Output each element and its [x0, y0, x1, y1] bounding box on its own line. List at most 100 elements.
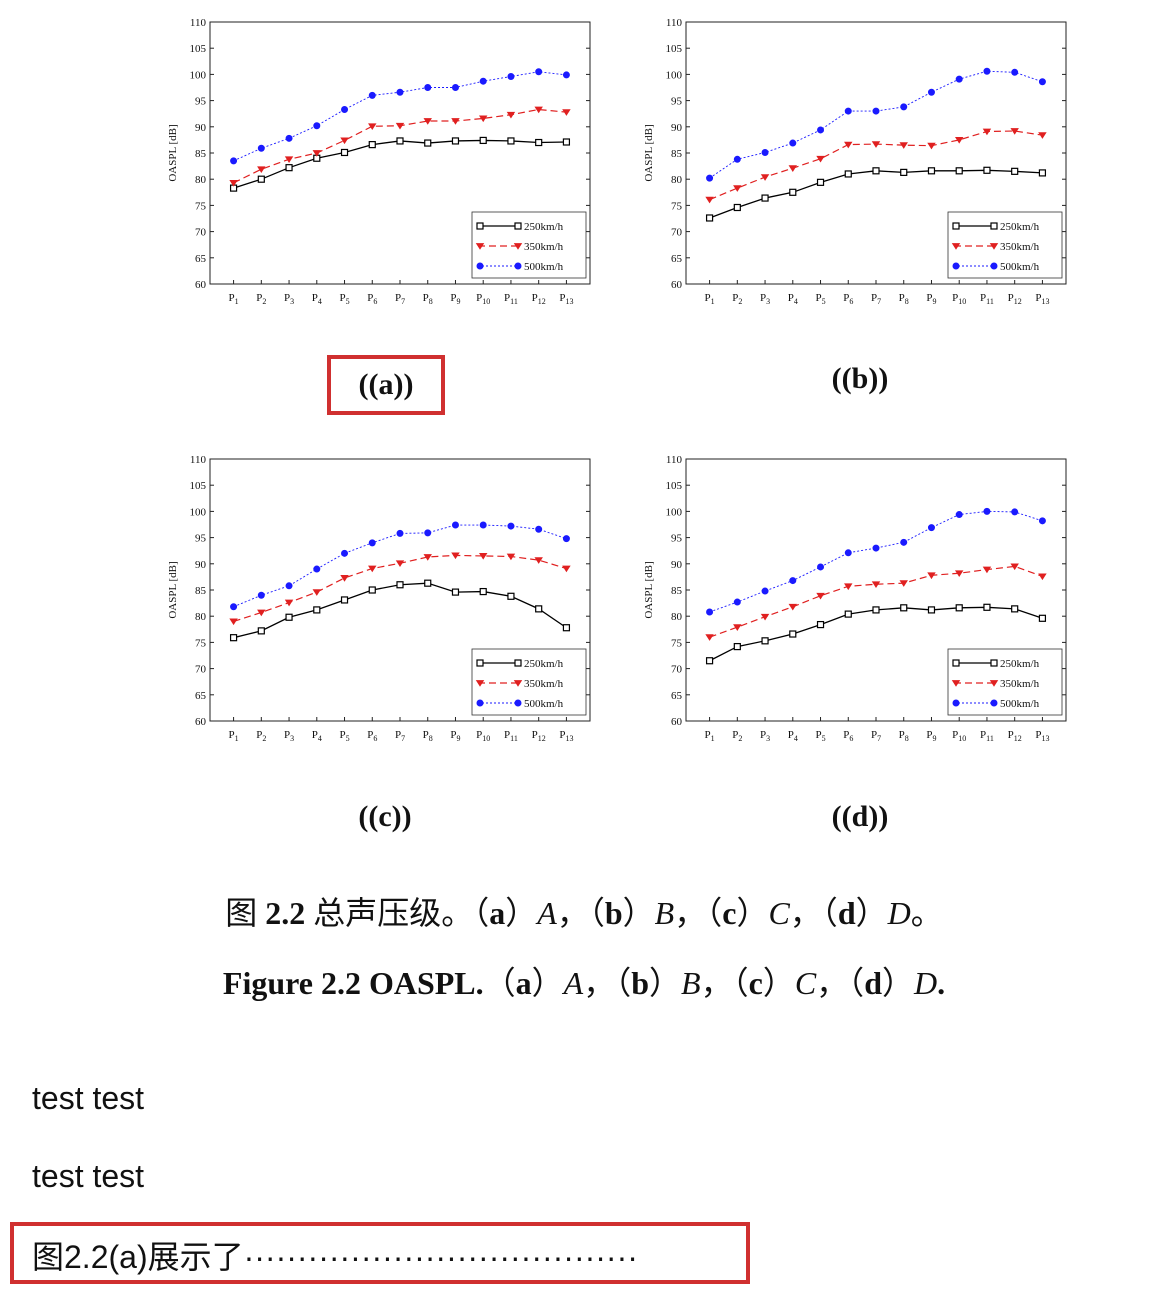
data-point [761, 637, 769, 645]
y-tick-label: 95 [195, 96, 207, 108]
data-point [760, 174, 770, 181]
legend-marker [514, 659, 522, 667]
y-tick-label: 80 [671, 611, 683, 623]
legend-label: 500km/h [1000, 698, 1040, 710]
caption-english: Figure 2.2 OASPL.（a）A，（b）B，（c）C，（d）D. [222, 965, 946, 1001]
legend-marker [952, 699, 960, 707]
legend-marker [513, 243, 523, 250]
y-axis-label: OASPL [dB] [167, 561, 179, 618]
data-point [761, 148, 769, 156]
data-point [340, 148, 349, 157]
data-point [368, 141, 376, 149]
y-tick-label: 90 [195, 122, 207, 134]
data-point [229, 618, 238, 626]
x-tick-label: P2 [256, 729, 266, 743]
data-point [1038, 573, 1047, 581]
data-point [424, 579, 432, 587]
x-tick-label: P2 [732, 729, 742, 743]
data-point [844, 583, 853, 591]
x-tick-label: P8 [423, 729, 433, 743]
chart-d: 60 65 70 75 80 85 90 95 100 105 110 P1 P2 P3 P4 P5 P6 P7 P… [636, 447, 1086, 767]
x-tick-label: P9 [450, 729, 460, 743]
data-point [706, 174, 714, 182]
data-point [285, 613, 293, 621]
data-point [479, 77, 487, 85]
data-point [423, 118, 432, 125]
x-tick-label: P10 [952, 729, 966, 743]
data-point [900, 103, 908, 111]
data-point [789, 188, 797, 196]
x-tick-label: P10 [952, 292, 966, 306]
x-tick-label: P7 [395, 292, 405, 306]
data-point [761, 587, 769, 595]
data-point [733, 155, 741, 163]
data-point [229, 179, 238, 187]
data-point [507, 137, 515, 145]
data-point [284, 599, 294, 607]
x-tick-label: P9 [926, 292, 936, 306]
data-point [313, 606, 321, 614]
data-point [1038, 78, 1046, 86]
data-point [312, 589, 322, 596]
data-point [562, 535, 570, 543]
x-tick-label: P13 [1035, 292, 1049, 306]
subfigure-label-d: ((d)) [831, 800, 889, 833]
data-point [1038, 132, 1047, 139]
legend-marker [514, 262, 522, 270]
x-tick-label: P5 [815, 729, 825, 743]
data-point [478, 115, 488, 123]
data-point [229, 634, 238, 642]
data-point [562, 71, 570, 79]
x-tick-label: P6 [367, 292, 377, 306]
data-point [761, 194, 769, 202]
x-tick-label: P5 [339, 292, 349, 306]
data-point [982, 566, 992, 574]
data-point [535, 605, 543, 613]
y-tick-label: 60 [195, 716, 207, 728]
data-point [816, 592, 825, 600]
data-point [1038, 614, 1047, 622]
data-point [1011, 68, 1019, 76]
data-point [733, 598, 741, 606]
legend-box [947, 648, 1063, 716]
x-tick-label: P1 [229, 292, 239, 306]
data-point [927, 167, 936, 175]
legend-marker [476, 262, 484, 270]
data-point [340, 575, 349, 582]
legend-label: 350km/h [1000, 241, 1040, 253]
data-point [705, 214, 714, 222]
data-point [927, 88, 935, 96]
legend-marker [475, 680, 485, 687]
y-tick-label: 65 [195, 253, 207, 265]
y-tick-label: 100 [190, 506, 207, 518]
data-point [424, 529, 432, 537]
data-point [983, 507, 991, 515]
y-tick-label: 65 [671, 690, 683, 702]
data-point [844, 107, 852, 115]
data-point [368, 586, 376, 594]
data-point [534, 557, 543, 564]
data-point [1038, 169, 1047, 177]
x-tick-label: P3 [284, 292, 294, 306]
x-tick-label: P10 [476, 729, 490, 743]
y-tick-label: 105 [190, 43, 207, 55]
y-tick-label: 100 [190, 69, 207, 81]
data-point [955, 604, 963, 612]
x-tick-label: P12 [1008, 729, 1022, 743]
data-point [927, 572, 936, 580]
data-point [534, 106, 543, 114]
y-tick-label: 70 [195, 227, 207, 239]
y-axis-label: OASPL [dB] [643, 124, 655, 181]
data-point [817, 126, 825, 134]
x-tick-label: P11 [980, 729, 994, 743]
y-tick-label: 110 [190, 17, 207, 29]
x-tick-label: P7 [395, 729, 405, 743]
legend-label: 350km/h [524, 678, 564, 690]
data-point [284, 156, 294, 164]
series-line-500km/h [709, 510, 1043, 613]
data-point [817, 563, 825, 571]
data-point [871, 581, 881, 588]
x-tick-label: P6 [843, 729, 853, 743]
legend-marker [952, 659, 960, 667]
x-tick-label: P11 [504, 292, 518, 306]
